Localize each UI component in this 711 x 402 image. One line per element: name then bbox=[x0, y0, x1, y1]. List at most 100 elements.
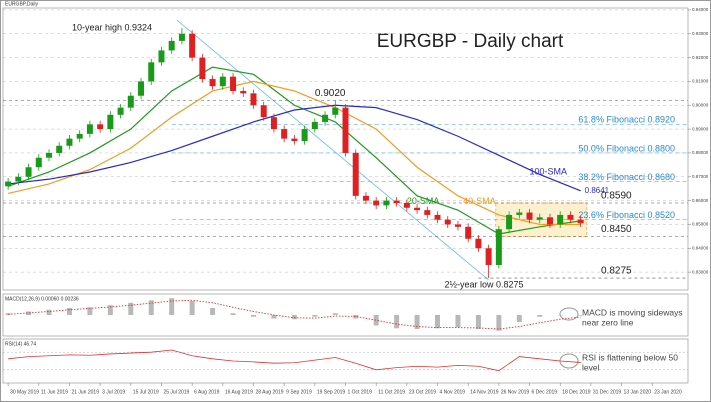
macd-bar bbox=[271, 315, 277, 319]
sma-label: 20-SMA bbox=[407, 196, 440, 206]
x-tick-label: 14 Nov 2019 bbox=[470, 389, 499, 395]
level-label: 0.8275 bbox=[601, 266, 632, 277]
macd-bar bbox=[250, 315, 256, 317]
candle-body bbox=[86, 124, 93, 134]
candle-body bbox=[76, 133, 83, 139]
candle-body bbox=[424, 210, 431, 215]
candle-body bbox=[495, 229, 502, 265]
macd-bar bbox=[148, 300, 154, 315]
low-annotation: 2½-year low 0.8275 bbox=[444, 279, 523, 289]
candle-body bbox=[506, 214, 513, 230]
macd-bar bbox=[189, 301, 195, 315]
candle-body bbox=[475, 238, 482, 249]
candle-body bbox=[465, 226, 472, 239]
fibonacci-label: 61.8% Fibonacci 0.8920 bbox=[578, 115, 675, 125]
x-tick-label: 19 Sep 2019 bbox=[317, 389, 346, 395]
y-tick-label: 0.90000 bbox=[692, 102, 709, 107]
macd-bar bbox=[332, 313, 338, 315]
candle-body bbox=[485, 248, 492, 265]
rsi-label: RSI(14) 46.74 bbox=[5, 341, 36, 347]
macd-bar bbox=[230, 313, 236, 315]
candle-body bbox=[577, 219, 584, 224]
rsi-line bbox=[8, 349, 581, 372]
macd-bar bbox=[128, 302, 134, 315]
macd-circle bbox=[559, 307, 579, 321]
y-tick-label: 0.84000 bbox=[692, 245, 709, 250]
candle-body bbox=[434, 214, 441, 220]
y-tick-label: 0.89000 bbox=[692, 126, 709, 131]
x-tick-label: 15 Jul 2019 bbox=[133, 389, 159, 395]
macd-bar bbox=[496, 315, 502, 331]
x-tick-label: 1 Oct 2019 bbox=[348, 389, 373, 395]
macd-panel bbox=[2, 293, 689, 337]
candle-body bbox=[66, 138, 73, 146]
x-tick-label: 28 Aug 2019 bbox=[255, 389, 283, 395]
y-tick-label: 0.91000 bbox=[692, 79, 709, 84]
candle-body bbox=[189, 33, 196, 58]
candle-body bbox=[567, 214, 574, 220]
x-tick-label: 11 Oct 2019 bbox=[378, 389, 405, 395]
chart-title: EURGBP - Daily chart bbox=[377, 31, 564, 52]
x-tick-label: 4 Nov 2019 bbox=[440, 389, 466, 395]
rsi-note: RSI is flattening below 50 bbox=[582, 352, 678, 362]
candle-body bbox=[117, 107, 124, 115]
candle-body bbox=[46, 152, 53, 158]
candle-body bbox=[311, 121, 318, 130]
main-panel bbox=[2, 7, 689, 291]
macd-bar bbox=[210, 308, 216, 315]
candle-body bbox=[393, 200, 400, 203]
x-tick-label: 30 May 2019 bbox=[10, 389, 39, 395]
x-tick-label: 23 Oct 2019 bbox=[409, 389, 436, 395]
candle-body bbox=[342, 107, 349, 153]
y-tick-label: 0.87000 bbox=[692, 174, 709, 179]
level-label: 0.9020 bbox=[315, 88, 346, 99]
macd-bar bbox=[291, 315, 297, 320]
candle-body bbox=[260, 105, 267, 118]
x-tick-label: 11 Jun 2019 bbox=[41, 389, 68, 395]
level-label: 0.8450 bbox=[601, 224, 632, 235]
candle-body bbox=[526, 212, 533, 220]
macd-bar bbox=[312, 315, 318, 317]
candle-body bbox=[240, 90, 247, 94]
fibonacci-label: 38.2% Fibonacci 0.8680 bbox=[578, 172, 675, 182]
x-tick-label: 23 Jan 2020 bbox=[654, 389, 682, 395]
candle-body bbox=[281, 129, 288, 139]
x-tick-label: 31 Dec 2019 bbox=[593, 389, 622, 395]
x-tick-label: 21 Jun 2019 bbox=[71, 389, 99, 395]
candle-body bbox=[25, 167, 32, 177]
candle-body bbox=[158, 50, 165, 63]
sma-value-label: 0.8641 bbox=[585, 186, 610, 195]
x-tick-label: 25 Jul 2019 bbox=[163, 389, 189, 395]
x-tick-label: 6 Dec 2019 bbox=[532, 389, 558, 395]
candle-body bbox=[332, 107, 339, 115]
symbol-label: EURGBP,Daily bbox=[5, 1, 38, 7]
rsi-note: level bbox=[582, 362, 600, 372]
sma-line bbox=[7, 80, 581, 226]
macd-bar bbox=[435, 315, 441, 329]
high-annotation: 10-year high 0.9324 bbox=[72, 22, 152, 32]
candle-body bbox=[454, 224, 461, 227]
macd-bar bbox=[455, 315, 461, 328]
candle-body bbox=[168, 40, 175, 51]
candle-body bbox=[373, 200, 380, 206]
macd-bar bbox=[516, 315, 522, 322]
y-tick-label: 0.85000 bbox=[692, 222, 709, 227]
candle-body bbox=[444, 219, 451, 225]
candle-body bbox=[536, 217, 543, 220]
macd-bar bbox=[66, 308, 72, 315]
macd-bar bbox=[107, 305, 113, 315]
x-tick-label: 16 Aug 2019 bbox=[225, 389, 253, 395]
macd-bar bbox=[169, 298, 175, 315]
y-tick-label: 0.88000 bbox=[692, 150, 709, 155]
candle-body bbox=[557, 214, 564, 225]
x-tick-label: 26 Nov 2019 bbox=[501, 389, 530, 395]
y-tick-label: 0.86000 bbox=[692, 198, 709, 203]
candle-body bbox=[250, 93, 257, 106]
candle-body bbox=[270, 117, 277, 130]
macd-bar bbox=[353, 315, 359, 319]
candle-body bbox=[383, 200, 390, 206]
candle-body bbox=[199, 57, 206, 80]
x-tick-label: 3 Jul 2019 bbox=[102, 389, 125, 395]
